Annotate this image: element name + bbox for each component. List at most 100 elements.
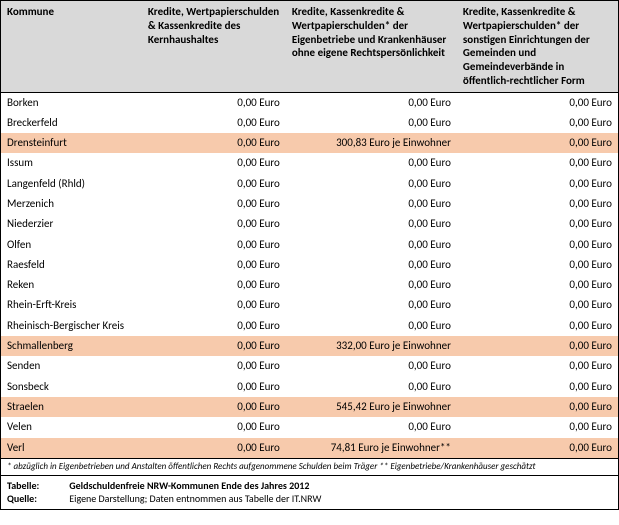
cell-kommune: Drensteinfurt — [1, 133, 142, 153]
table-row: Senden0,00 Euro0,00 Euro0,00 Euro — [1, 356, 618, 376]
cell-value-1: 0,00 Euro — [142, 377, 286, 397]
cell-kommune: Schmallenberg — [1, 336, 142, 356]
cell-kommune: Straelen — [1, 397, 142, 417]
table-row: Rhein-Erft-Kreis0,00 Euro0,00 Euro0,00 E… — [1, 295, 618, 315]
cell-value-3: 0,00 Euro — [457, 438, 618, 458]
cell-value-2: 332,00 Euro je Einwohner — [286, 336, 457, 356]
cell-value-2: 545,42 Euro je Einwohner — [286, 397, 457, 417]
cell-kommune: Borken — [1, 92, 142, 113]
cell-kommune: Sonsbeck — [1, 377, 142, 397]
cell-value-3: 0,00 Euro — [457, 316, 618, 336]
cell-kommune: Breckerfeld — [1, 113, 142, 133]
cell-kommune: Verl — [1, 438, 142, 458]
cell-value-2: 0,00 Euro — [286, 174, 457, 194]
table-row: Raesfeld0,00 Euro0,00 Euro0,00 Euro — [1, 255, 618, 275]
cell-value-1: 0,00 Euro — [142, 255, 286, 275]
cell-value-3: 0,00 Euro — [457, 255, 618, 275]
cell-value-3: 0,00 Euro — [457, 133, 618, 153]
cell-value-1: 0,00 Euro — [142, 235, 286, 255]
table-row: Schmallenberg0,00 Euro332,00 Euro je Ein… — [1, 336, 618, 356]
cell-value-2: 0,00 Euro — [286, 417, 457, 437]
cell-value-2: 300,83 Euro je Einwohner — [286, 133, 457, 153]
cell-value-1: 0,00 Euro — [142, 174, 286, 194]
table-row: Borken0,00 Euro0,00 Euro0,00 Euro — [1, 92, 618, 113]
cell-value-2: 0,00 Euro — [286, 153, 457, 173]
cell-value-1: 0,00 Euro — [142, 275, 286, 295]
cell-value-2: 0,00 Euro — [286, 316, 457, 336]
table-row: Olfen0,00 Euro0,00 Euro0,00 Euro — [1, 235, 618, 255]
cell-value-3: 0,00 Euro — [457, 92, 618, 113]
table-row: Rheinisch-Bergischer Kreis0,00 Euro0,00 … — [1, 316, 618, 336]
cell-value-2: 0,00 Euro — [286, 275, 457, 295]
cell-value-2: 0,00 Euro — [286, 295, 457, 315]
cell-value-2: 0,00 Euro — [286, 235, 457, 255]
table-row: Merzenich0,00 Euro0,00 Euro0,00 Euro — [1, 194, 618, 214]
debt-table-container: Kommune Kredite, Wertpapierschulden & Ka… — [0, 0, 619, 510]
cell-value-2: 0,00 Euro — [286, 113, 457, 133]
table-footnote: * abzüglich in Eigenbetrieben und Anstal… — [1, 458, 618, 476]
cell-value-2: 0,00 Euro — [286, 356, 457, 376]
cell-value-3: 0,00 Euro — [457, 235, 618, 255]
table-row: Breckerfeld0,00 Euro0,00 Euro0,00 Euro — [1, 113, 618, 133]
cell-value-3: 0,00 Euro — [457, 397, 618, 417]
col-header-sonstige: Kredite, Kassenkredite & Wertpapierschul… — [457, 1, 618, 92]
col-header-kernhaushalt: Kredite, Wertpapierschulden & Kassenkred… — [142, 1, 286, 92]
cell-value-1: 0,00 Euro — [142, 214, 286, 234]
cell-value-1: 0,00 Euro — [142, 336, 286, 356]
cell-value-1: 0,00 Euro — [142, 194, 286, 214]
caption-source: Eigene Darstellung; Daten entnommen aus … — [69, 492, 321, 505]
cell-kommune: Langenfeld (Rhld) — [1, 174, 142, 194]
table-row: Reken0,00 Euro0,00 Euro0,00 Euro — [1, 275, 618, 295]
cell-value-3: 0,00 Euro — [457, 153, 618, 173]
table-row: Straelen 0,00 Euro545,42 Euro je Einwohne… — [1, 397, 618, 417]
cell-kommune: Velen — [1, 417, 142, 437]
table-body: Borken0,00 Euro0,00 Euro0,00 EuroBrecker… — [1, 92, 618, 458]
cell-value-3: 0,00 Euro — [457, 377, 618, 397]
cell-kommune: Rheinisch-Bergischer Kreis — [1, 316, 142, 336]
cell-kommune: Senden — [1, 356, 142, 376]
cell-value-3: 0,00 Euro — [457, 417, 618, 437]
cell-value-3: 0,00 Euro — [457, 356, 618, 376]
cell-value-1: 0,00 Euro — [142, 295, 286, 315]
table-row: Verl0,00 Euro74,81 Euro je Einwohner**0,… — [1, 438, 618, 458]
cell-value-2: 0,00 Euro — [286, 194, 457, 214]
cell-value-3: 0,00 Euro — [457, 194, 618, 214]
cell-value-2: 0,00 Euro — [286, 92, 457, 113]
cell-value-1: 0,00 Euro — [142, 153, 286, 173]
table-row: Langenfeld (Rhld)0,00 Euro0,00 Euro0,00 … — [1, 174, 618, 194]
cell-kommune: Issum — [1, 153, 142, 173]
cell-kommune: Merzenich — [1, 194, 142, 214]
cell-value-3: 0,00 Euro — [457, 295, 618, 315]
table-caption: Tabelle: Geldschuldenfreie NRW-Kommunen … — [1, 476, 618, 509]
cell-value-1: 0,00 Euro — [142, 316, 286, 336]
cell-value-3: 0,00 Euro — [457, 214, 618, 234]
cell-value-2: 0,00 Euro — [286, 214, 457, 234]
col-header-kommune: Kommune — [1, 1, 142, 92]
cell-value-3: 0,00 Euro — [457, 174, 618, 194]
cell-value-1: 0,00 Euro — [142, 356, 286, 376]
debt-table: Kommune Kredite, Wertpapierschulden & Ka… — [1, 1, 618, 458]
table-row: Niederzier0,00 Euro0,00 Euro0,00 Euro — [1, 214, 618, 234]
table-row: Drensteinfurt0,00 Euro300,83 Euro je Ein… — [1, 133, 618, 153]
cell-kommune: Rhein-Erft-Kreis — [1, 295, 142, 315]
cell-value-2: 0,00 Euro — [286, 255, 457, 275]
cell-value-2: 74,81 Euro je Einwohner** — [286, 438, 457, 458]
caption-source-label: Quelle: — [7, 492, 67, 506]
table-header: Kommune Kredite, Wertpapierschulden & Ka… — [1, 1, 618, 92]
cell-value-3: 0,00 Euro — [457, 336, 618, 356]
cell-value-1: 0,00 Euro — [142, 417, 286, 437]
caption-title: Geldschuldenfreie NRW-Kommunen Ende des … — [69, 479, 309, 492]
col-header-eigenbetriebe: Kredite, Kassenkredite & Wertpapierschul… — [286, 1, 457, 92]
caption-table-label: Tabelle: — [7, 479, 67, 493]
cell-value-3: 0,00 Euro — [457, 275, 618, 295]
cell-value-3: 0,00 Euro — [457, 113, 618, 133]
cell-kommune: Olfen — [1, 235, 142, 255]
table-row: Velen0,00 Euro0,00 Euro0,00 Euro — [1, 417, 618, 437]
cell-kommune: Reken — [1, 275, 142, 295]
cell-value-1: 0,00 Euro — [142, 133, 286, 153]
cell-value-1: 0,00 Euro — [142, 113, 286, 133]
cell-kommune: Niederzier — [1, 214, 142, 234]
cell-value-1: 0,00 Euro — [142, 438, 286, 458]
cell-value-2: 0,00 Euro — [286, 377, 457, 397]
table-row: Issum0,00 Euro0,00 Euro0,00 Euro — [1, 153, 618, 173]
